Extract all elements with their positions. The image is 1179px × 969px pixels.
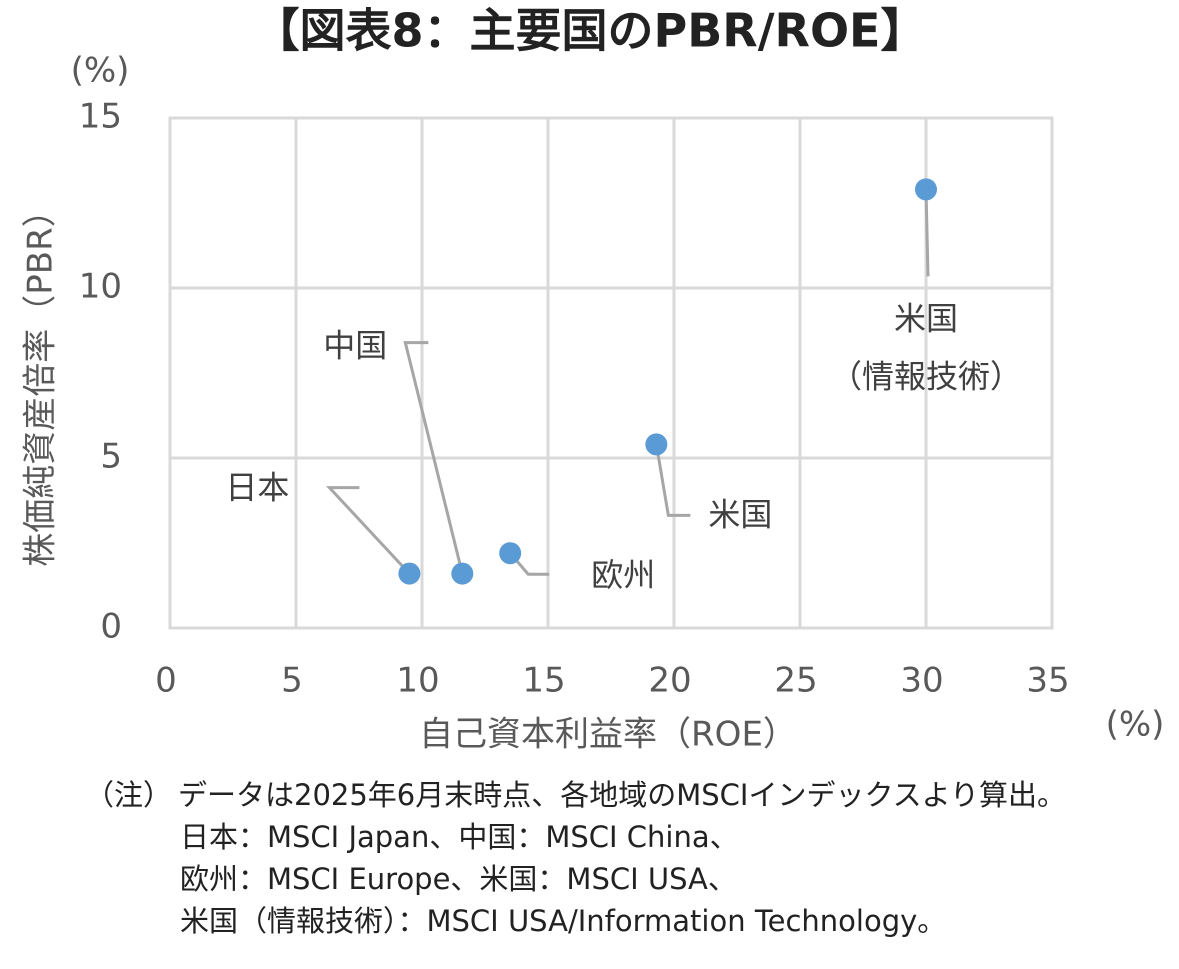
point-label: （情報技術） bbox=[830, 357, 1022, 395]
y-tick-label: 0 bbox=[100, 607, 122, 647]
y-tick-label: 15 bbox=[79, 97, 122, 137]
note-line: 米国（情報技術）：MSCI USA/Information Technology… bbox=[180, 904, 946, 938]
point-label: 米国 bbox=[708, 495, 772, 533]
x-tick-label: 5 bbox=[281, 661, 303, 701]
leader-line bbox=[403, 341, 464, 574]
point-label: 欧州 bbox=[591, 556, 655, 594]
leader-line bbox=[654, 444, 691, 517]
chart-title: 【図表8：主要国のPBR/ROE】 bbox=[254, 4, 927, 58]
x-tick-label: 0 bbox=[155, 661, 177, 701]
y-unit: (%) bbox=[71, 51, 130, 91]
note-line: データは2025年6月末時点、各地域のMSCIインデックスより算出。 bbox=[178, 778, 1066, 812]
x-axis-label: 自己資本利益率（ROE） bbox=[419, 715, 797, 755]
y-axis-label: 株価純資産倍率（PBR） bbox=[21, 193, 61, 566]
point bbox=[398, 562, 421, 585]
note-line: 欧州：MSCI Europe、米国：MSCI USA、 bbox=[180, 862, 737, 896]
x-tick-label: 30 bbox=[900, 661, 943, 701]
leader-line bbox=[325, 486, 411, 575]
point bbox=[645, 433, 668, 456]
point bbox=[451, 562, 474, 585]
point-label: 米国 bbox=[894, 299, 958, 337]
x-tick-label: 10 bbox=[396, 661, 439, 701]
x-unit: (%) bbox=[1106, 705, 1165, 745]
x-tick-label: 25 bbox=[774, 661, 817, 701]
point-label: 中国 bbox=[323, 327, 387, 365]
note-prefix: （注） bbox=[85, 778, 172, 812]
point bbox=[499, 542, 522, 565]
x-tick-label: 15 bbox=[522, 661, 565, 701]
y-tick-label: 5 bbox=[100, 437, 122, 477]
note-line: 日本：MSCI Japan、中国：MSCI China、 bbox=[180, 820, 739, 854]
point bbox=[915, 178, 937, 201]
x-tick-label: 35 bbox=[1026, 661, 1069, 701]
y-tick-label: 10 bbox=[79, 267, 122, 307]
x-tick-label: 20 bbox=[648, 661, 691, 701]
leader-line bbox=[924, 189, 930, 277]
point-label: 日本 bbox=[225, 469, 289, 507]
